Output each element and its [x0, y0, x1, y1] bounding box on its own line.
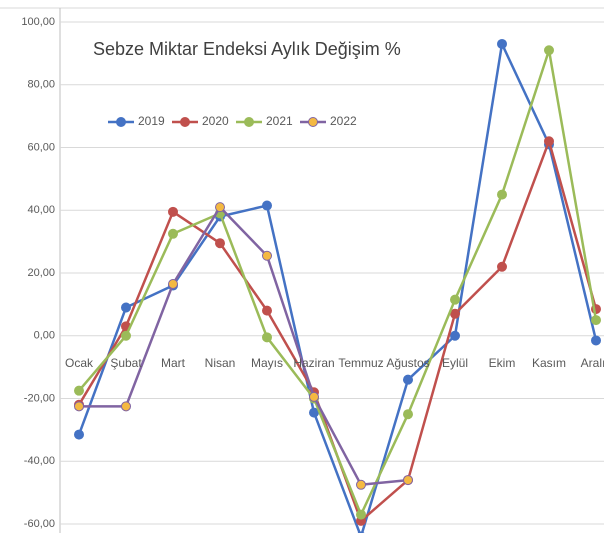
x-tick-label: Ekim: [489, 356, 516, 370]
legend-label: 2020: [202, 114, 229, 128]
x-tick-label: Mayıs: [251, 356, 283, 370]
x-tick-label: Ocak: [65, 356, 94, 370]
data-point: [309, 391, 319, 402]
y-tick-label: -20,00: [24, 392, 55, 404]
x-tick-label: Ağustos: [386, 356, 429, 370]
y-tick-label: 0,00: [34, 330, 55, 342]
data-point: [262, 250, 272, 261]
data-point: [497, 189, 507, 200]
data-point: [215, 202, 225, 213]
data-point: [74, 429, 84, 440]
series-line: [77, 42, 598, 533]
data-point: [168, 278, 178, 289]
y-tick-label: -60,00: [24, 518, 55, 530]
data-point: [403, 374, 413, 385]
data-point: [403, 475, 413, 486]
data-point: [74, 385, 84, 396]
series-line: [77, 139, 598, 523]
data-point: [168, 228, 178, 239]
data-point: [356, 509, 366, 520]
data-point: [262, 200, 272, 211]
data-point: [356, 479, 366, 490]
series-line: [79, 205, 409, 487]
data-point: [262, 305, 272, 316]
x-tick-label: Aralık: [581, 356, 604, 370]
y-tick-label: 80,00: [27, 79, 55, 91]
data-point: [544, 45, 554, 56]
x-tick-label: Nisan: [205, 356, 236, 370]
series-line: [78, 48, 598, 516]
legend-marker: [116, 117, 126, 127]
data-point: [591, 335, 601, 346]
x-tick-label: Şubat: [110, 356, 142, 370]
x-tick-label: Eylül: [442, 356, 468, 370]
x-tick-label: Mart: [161, 356, 186, 370]
data-point: [497, 38, 507, 49]
data-point: [450, 308, 460, 319]
legend-marker: [308, 117, 318, 127]
x-tick-label: Haziran: [293, 356, 334, 370]
y-tick-label: 100,00: [21, 16, 55, 28]
legend-label: 2021: [266, 114, 293, 128]
data-point: [168, 206, 178, 217]
x-tick-label: Temmuz: [338, 356, 383, 370]
legend-label: 2019: [138, 114, 165, 128]
data-point: [450, 330, 460, 341]
data-point: [497, 261, 507, 272]
data-point: [215, 238, 225, 249]
legend-marker: [244, 117, 254, 127]
data-point: [121, 401, 131, 412]
data-point: [74, 401, 84, 412]
chart-title: Sebze Miktar Endeksi Aylık Değişim %: [93, 39, 401, 59]
data-point: [262, 332, 272, 343]
y-tick-label: -40,00: [24, 455, 55, 467]
data-point: [450, 294, 460, 305]
legend-marker: [180, 117, 190, 127]
legend-label: 2022: [330, 114, 357, 128]
y-tick-label: 60,00: [27, 141, 55, 153]
data-point: [544, 136, 554, 147]
y-tick-label: 40,00: [27, 204, 55, 216]
data-point: [591, 315, 601, 326]
x-tick-label: Kasım: [532, 356, 566, 370]
data-point: [121, 302, 131, 313]
data-point: [121, 330, 131, 341]
y-tick-label: 20,00: [27, 267, 55, 279]
data-point: [403, 409, 413, 420]
